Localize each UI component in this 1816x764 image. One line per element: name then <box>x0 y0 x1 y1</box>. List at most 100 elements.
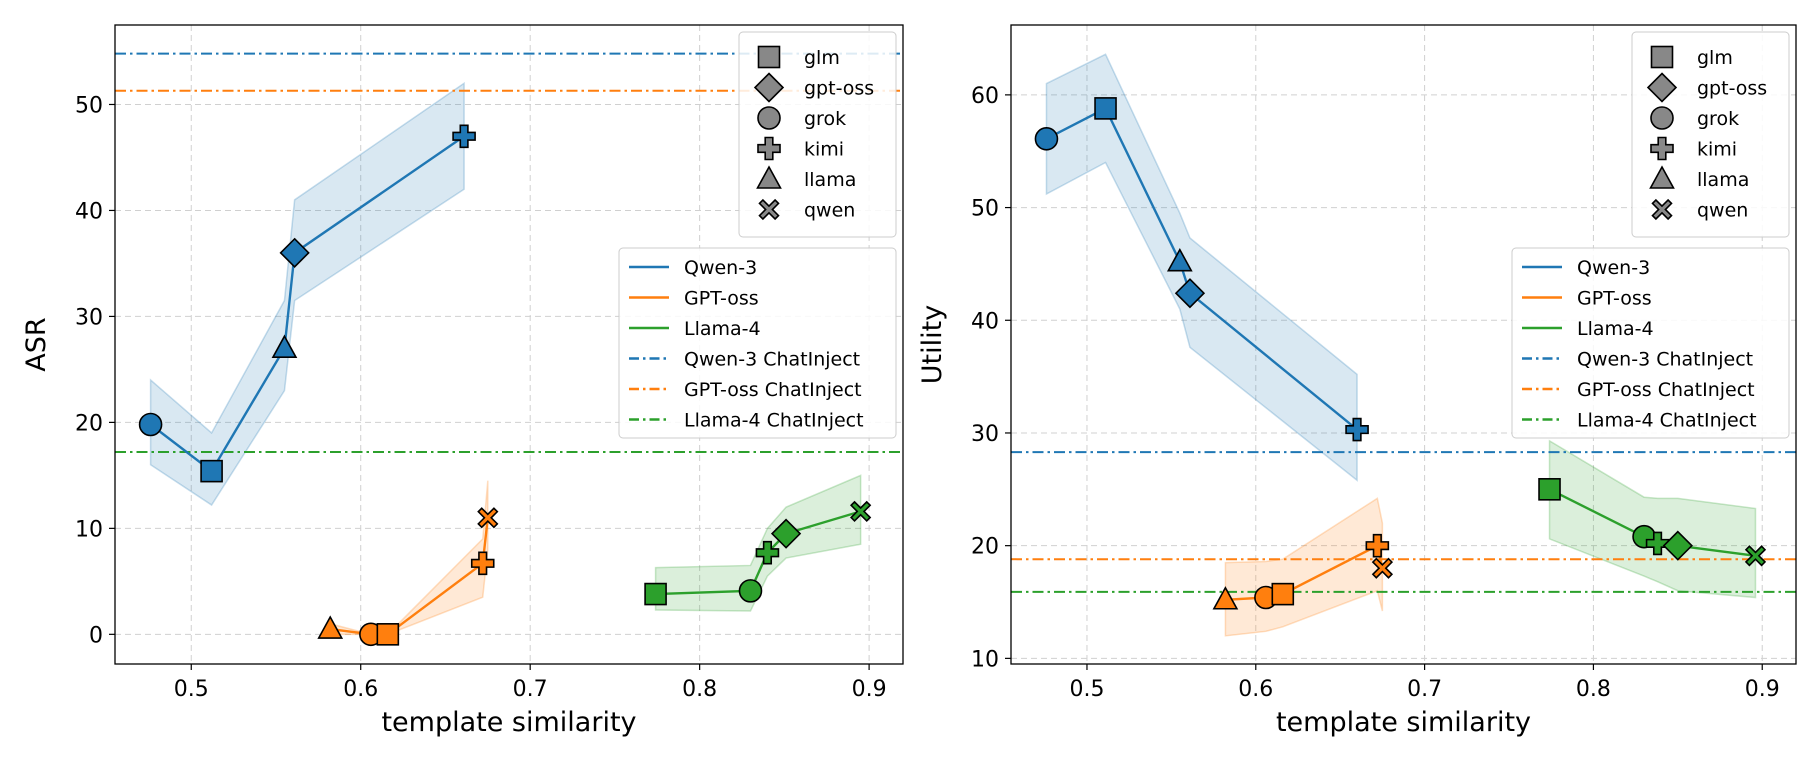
axes-frame <box>1010 24 1797 665</box>
data-point-Qwen-3-gpt-oss <box>279 237 310 268</box>
legend-label-grok: grok <box>1697 108 1739 130</box>
legend-label-llama: llama <box>804 169 856 191</box>
y-tick-label: 30 <box>75 305 103 330</box>
legend-label-kimi: kimi <box>1697 139 1737 161</box>
legend-label-glm: glm <box>804 47 840 69</box>
data-point-Qwen-3-grok <box>138 412 163 437</box>
legend-marker-grok <box>1650 106 1674 130</box>
legend-marker-kimi <box>757 136 781 161</box>
legend-marker-glm <box>1650 45 1674 69</box>
confidence-band-Llama-4 <box>654 474 862 612</box>
x-tick-label: 0.6 <box>343 677 378 702</box>
data-point-GPT-oss-glm <box>1271 582 1295 606</box>
chart-panel-2: 0.5 0.6 0.7 0.8 0.9 10 20 30 40 50 60 template simi… <box>917 24 1797 738</box>
data-point-Llama-4-qwen <box>1744 545 1767 567</box>
y-tick-label: 60 <box>971 84 999 109</box>
legend-label-Qwen-3: Qwen-3 <box>1577 257 1650 279</box>
data-point-Qwen-3-glm <box>200 459 223 483</box>
confidence-band-Llama-4 <box>1548 439 1757 599</box>
data-point-GPT-oss-llama <box>1212 586 1239 610</box>
x-tick-label: 0.5 <box>174 677 209 702</box>
line-legend: Qwen-3 GPT-oss Llama-4 Qwen-3 ChatInject GPT… <box>1511 247 1790 439</box>
line-legend-box <box>618 247 897 439</box>
legend-label-grok: grok <box>804 108 846 130</box>
confidence-band-GPT-oss <box>329 480 489 636</box>
y-axis-label: Utility <box>917 305 948 384</box>
legend-label-GPT-oss: GPT-oss <box>684 288 759 310</box>
data-point-Qwen-3-glm <box>1094 97 1117 120</box>
data-point-GPT-oss-qwen <box>477 507 499 529</box>
data-point-Qwen-3-llama <box>271 334 298 359</box>
data-point-Llama-4-kimi <box>755 540 780 565</box>
legend-marker-gpt-oss <box>1646 72 1678 103</box>
x-tick-label: 0.8 <box>682 677 717 702</box>
data-point-Llama-4-gpt-oss <box>770 518 802 549</box>
legend-label-GPT-oss ChatInject: GPT-oss ChatInject <box>684 379 862 401</box>
x-tick-label: 0.7 <box>1407 677 1442 702</box>
legend-label-Llama-4: Llama-4 <box>1577 318 1654 340</box>
x-tick-label: 0.5 <box>1069 677 1104 702</box>
y-tick-label: 40 <box>75 199 103 224</box>
confidence-band-GPT-oss <box>1224 497 1384 637</box>
legend-marker-llama <box>1649 165 1675 189</box>
chart-panel-1: 0.5 0.6 0.7 0.8 0.9 0 10 20 30 40 50 template simil… <box>21 24 904 738</box>
legend-label-Llama-4 ChatInject: Llama-4 ChatInject <box>1577 410 1757 432</box>
y-tick-label: 50 <box>971 197 999 222</box>
marker-legend: glm gpt-oss grok kimi llama qwen <box>738 31 897 238</box>
y-tick-label: 20 <box>971 535 999 560</box>
data-point-GPT-oss-llama <box>317 615 344 639</box>
legend-label-Qwen-3 ChatInject: Qwen-3 ChatInject <box>1577 349 1753 371</box>
legend-label-Qwen-3 ChatInject: Qwen-3 ChatInject <box>684 349 860 371</box>
y-tick-label: 50 <box>75 93 103 118</box>
line-legend-box <box>1511 247 1790 439</box>
confidence-band-Qwen-3 <box>1045 53 1358 482</box>
line-legend: Qwen-3 GPT-oss Llama-4 Qwen-3 ChatInject GPT… <box>618 247 897 439</box>
x-tick-label: 0.6 <box>1238 677 1273 702</box>
y-tick-label: 0 <box>89 623 103 648</box>
legend-label-gpt-oss: gpt-oss <box>1697 78 1767 100</box>
x-tick-label: 0.7 <box>513 677 548 702</box>
legend-label-GPT-oss: GPT-oss <box>1577 288 1652 310</box>
x-tick-label: 0.9 <box>1745 677 1780 702</box>
data-point-Llama-4-qwen <box>850 500 872 523</box>
data-point-Qwen-3-grok <box>1034 127 1059 151</box>
data-point-Llama-4-gpt-oss <box>1662 530 1693 561</box>
legend-marker-glm <box>757 45 781 69</box>
legend-marker-kimi <box>1650 136 1674 161</box>
legend-label-Qwen-3: Qwen-3 <box>684 257 757 279</box>
data-point-Llama-4-kimi <box>1645 531 1670 556</box>
data-point-Llama-4-glm <box>644 582 667 606</box>
marker-legend: glm gpt-oss grok kimi llama qwen <box>1631 31 1790 238</box>
legend-label-llama: llama <box>1697 169 1749 191</box>
confidence-band-Qwen-3 <box>149 81 465 507</box>
data-point-Qwen-3-gpt-oss <box>1174 278 1206 309</box>
legend-marker-qwen <box>758 198 780 221</box>
x-tick-label: 0.9 <box>852 677 887 702</box>
axes-frame <box>114 24 904 665</box>
legend-label-Llama-4 ChatInject: Llama-4 ChatInject <box>684 410 864 432</box>
data-point-GPT-oss-kimi <box>470 551 495 576</box>
x-axis-label: template similarity <box>381 707 636 738</box>
legend-marker-qwen <box>1651 198 1673 221</box>
y-tick-label: 20 <box>75 411 103 436</box>
y-tick-label: 40 <box>971 309 999 334</box>
legend-label-Llama-4: Llama-4 <box>684 318 761 340</box>
data-point-Llama-4-glm <box>1538 478 1561 501</box>
data-point-Qwen-3-kimi <box>452 124 476 149</box>
legend-label-qwen: qwen <box>804 200 855 222</box>
y-tick-label: 30 <box>971 422 999 447</box>
data-point-GPT-oss-qwen <box>1371 557 1394 579</box>
legend-label-qwen: qwen <box>1697 200 1748 222</box>
legend-marker-grok <box>757 106 781 130</box>
x-tick-label: 0.8 <box>1576 677 1611 702</box>
data-point-Qwen-3-llama <box>1166 248 1193 272</box>
data-point-GPT-oss-kimi <box>1365 533 1390 558</box>
legend-label-GPT-oss ChatInject: GPT-oss ChatInject <box>1577 379 1755 401</box>
data-point-Qwen-3-kimi <box>1345 417 1369 442</box>
data-point-GPT-oss-glm <box>376 623 400 646</box>
data-point-Llama-4-grok <box>738 579 763 603</box>
legend-marker-gpt-oss <box>753 72 785 103</box>
y-axis-label: ASR <box>21 317 52 371</box>
y-tick-label: 10 <box>971 647 999 672</box>
